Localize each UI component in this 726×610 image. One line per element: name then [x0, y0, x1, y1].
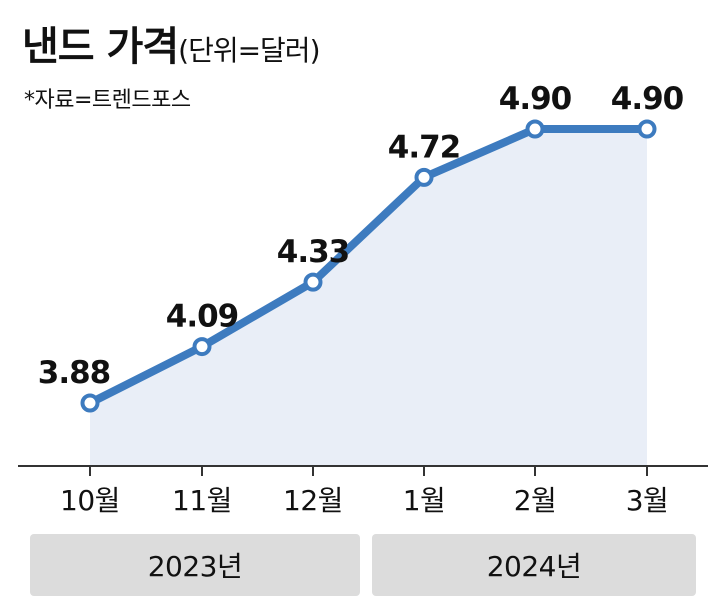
x-tick-label: 12월	[283, 484, 343, 517]
source-note: *자료=트렌드포스	[24, 88, 191, 113]
data-point	[80, 393, 100, 413]
area-fill	[90, 129, 647, 466]
data-label: 4.09	[166, 299, 239, 335]
year-band-2024: 2024년	[372, 534, 696, 596]
x-tick-label: 2월	[514, 484, 557, 517]
x-tick-label: 10월	[60, 484, 120, 517]
data-label: 4.72	[388, 129, 461, 165]
data-point	[414, 167, 434, 187]
series-line	[86, 125, 651, 407]
year-band-2023: 2023년	[30, 534, 360, 596]
x-tick-label: 11월	[172, 484, 232, 517]
data-point	[303, 272, 323, 292]
data-point	[192, 337, 212, 357]
data-point	[637, 119, 657, 139]
data-point	[525, 119, 545, 139]
data-label: 4.33	[277, 234, 350, 270]
unit-label: (단위=달러)	[178, 34, 320, 67]
year-label-2023: 2023년	[147, 550, 243, 583]
data-label: 4.90	[499, 81, 572, 117]
year-label-2024: 2024년	[486, 550, 582, 583]
chart-title: 낸드 가격	[22, 24, 179, 70]
x-tick-label: 3월	[626, 484, 669, 517]
x-tick-label: 1월	[403, 484, 446, 517]
data-label: 3.88	[38, 355, 111, 391]
chart-title-row: 낸드 가격(단위=달러)	[22, 14, 321, 72]
data-label: 4.90	[611, 81, 684, 117]
